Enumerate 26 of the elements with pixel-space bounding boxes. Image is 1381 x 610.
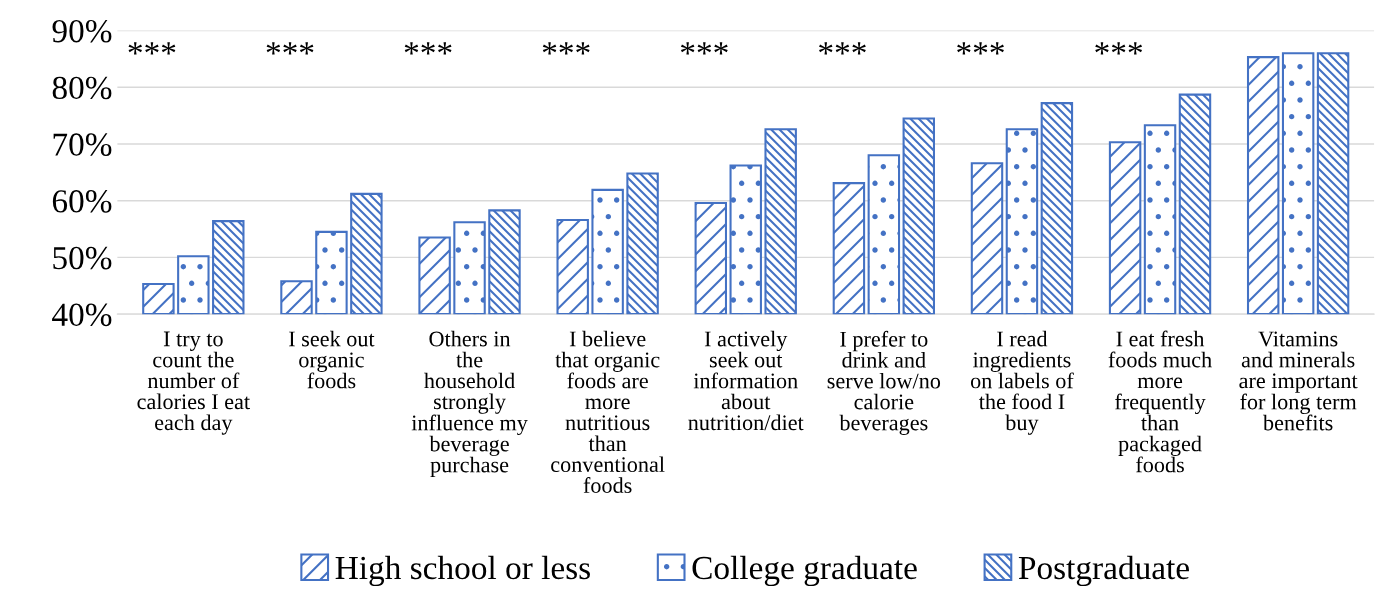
x-tick-label: I seek out organic foods bbox=[289, 330, 375, 389]
legend-label: Postgraduate bbox=[1018, 555, 1189, 587]
annotation: *** bbox=[542, 42, 590, 55]
annotation: *** bbox=[1095, 42, 1143, 55]
legend-label: High school or less bbox=[335, 555, 590, 587]
y-tick-label: 70% bbox=[53, 133, 112, 156]
annotation: *** bbox=[957, 42, 1004, 55]
y-tick-label: 80% bbox=[52, 76, 112, 100]
legend-label: College graduate bbox=[692, 555, 917, 587]
x-tick-label: I try to count the number of calories I eat each day bbox=[137, 331, 250, 435]
y-tick-label: 60% bbox=[52, 190, 112, 213]
annotation: *** bbox=[819, 42, 866, 55]
y-tick-label: 50% bbox=[53, 246, 112, 270]
x-tick-label: I read ingredients on labels of the food I buy bbox=[970, 330, 1074, 435]
x-tick-label: I believe that organic foods are more nutritious than conventional foods bbox=[551, 330, 665, 493]
annotation: *** bbox=[404, 42, 452, 55]
annotation: *** bbox=[128, 42, 176, 55]
annotation: *** bbox=[680, 42, 728, 55]
x-tick-label: I eat fresh foods much more frequently than packaged foods bbox=[1108, 330, 1212, 473]
x-tick-label: I prefer to drink and serve low/no calorie beverages bbox=[827, 330, 941, 435]
y-tick-label: 90% bbox=[52, 19, 112, 43]
annotation: *** bbox=[266, 42, 314, 55]
y-tick-label: 40% bbox=[52, 303, 112, 327]
x-tick-label: I actively seek out information about nutrition/diet bbox=[688, 330, 804, 431]
x-tick-label: Others in the household strongly influence my beverage purchase bbox=[411, 330, 528, 477]
x-tick-label: Vitamins and minerals are important for long term benefits bbox=[1239, 331, 1358, 431]
